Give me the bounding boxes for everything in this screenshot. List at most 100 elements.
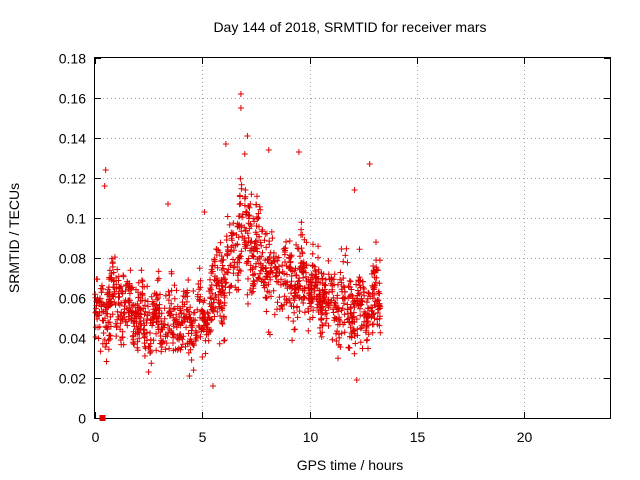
data-point (223, 269, 230, 275)
data-point (337, 276, 343, 283)
data-point (235, 213, 242, 220)
data-point (315, 243, 322, 250)
data-point (96, 296, 103, 303)
data-point (223, 237, 230, 243)
data-point (365, 331, 372, 338)
data-point (97, 348, 104, 355)
data-point (155, 295, 162, 302)
data-point (306, 279, 313, 286)
data-point (298, 219, 305, 226)
data-point (204, 321, 211, 328)
data-point (205, 337, 212, 344)
data-point (270, 287, 277, 294)
data-point (115, 294, 122, 301)
data-point (339, 288, 346, 295)
data-point (221, 299, 228, 306)
data-point (309, 314, 316, 321)
data-point (168, 300, 175, 307)
y-axis: 0 0.02 0.04 0.06 0.08 0.1 0.12 0.14 0.16 0.18 (59, 51, 610, 427)
data-point (216, 285, 223, 292)
data-point (251, 281, 258, 287)
data-point (316, 301, 322, 308)
data-point (170, 347, 177, 354)
data-point (214, 308, 221, 315)
data-point (118, 317, 125, 324)
data-point (255, 215, 262, 221)
data-point (256, 260, 262, 267)
data-point (273, 253, 279, 260)
data-point (355, 290, 362, 297)
data-point (202, 350, 209, 357)
data-point (160, 320, 167, 327)
data-point (373, 257, 380, 264)
data-point (330, 276, 337, 283)
data-point (98, 289, 105, 296)
data-point (356, 274, 363, 281)
data-point (226, 221, 233, 228)
data-point (369, 329, 376, 336)
data-point (263, 244, 270, 251)
data-point (172, 316, 179, 323)
x-tick-label: 10 (303, 429, 319, 445)
data-point (358, 295, 365, 302)
data-point (166, 310, 173, 317)
x-axis: 0 5 10 15 20 (92, 58, 532, 445)
data-point (173, 324, 180, 331)
data-point (215, 280, 221, 287)
data-point (259, 226, 266, 233)
data-point (241, 151, 248, 157)
data-point (335, 355, 341, 362)
data-point (137, 325, 144, 332)
data-point (136, 329, 143, 336)
data-point (174, 318, 181, 324)
data-point (247, 239, 254, 246)
data-point (238, 228, 245, 235)
data-point (346, 277, 353, 284)
data-point (136, 335, 143, 342)
data-point (294, 303, 301, 310)
data-point (105, 346, 112, 353)
data-point (225, 248, 231, 255)
data-point (179, 336, 186, 343)
data-point (262, 257, 269, 264)
data-point (194, 306, 201, 313)
data-point (366, 161, 373, 167)
data-point (353, 295, 360, 302)
data-point (196, 324, 203, 331)
data-point (255, 274, 262, 281)
data-point (257, 206, 264, 213)
data-point (209, 290, 216, 297)
data-point (107, 298, 114, 305)
data-point (334, 321, 341, 328)
data-point (293, 241, 300, 248)
data-point (246, 204, 253, 211)
data-point (168, 327, 175, 334)
data-point (345, 283, 352, 290)
data-point (123, 318, 130, 325)
y-tick-label: 0.02 (59, 371, 86, 387)
data-point (180, 288, 187, 295)
data-point (165, 201, 171, 207)
data-point (120, 273, 127, 280)
data-point (312, 279, 319, 286)
data-point (294, 281, 301, 288)
data-point (363, 327, 370, 334)
data-point (228, 244, 235, 251)
data-point (348, 330, 355, 336)
data-point (309, 298, 316, 305)
data-point (243, 208, 249, 215)
data-point (114, 266, 121, 273)
data-point (111, 284, 118, 291)
data-point (256, 203, 263, 210)
data-point (219, 319, 225, 326)
data-point (186, 340, 193, 347)
data-point (267, 249, 274, 256)
data-point (269, 259, 275, 266)
data-point (286, 238, 293, 244)
data-point (197, 314, 203, 321)
data-point (325, 271, 332, 278)
data-point (298, 226, 305, 233)
y-tick-label: 0 (78, 411, 86, 427)
data-point (165, 288, 172, 295)
data-point (109, 263, 116, 270)
